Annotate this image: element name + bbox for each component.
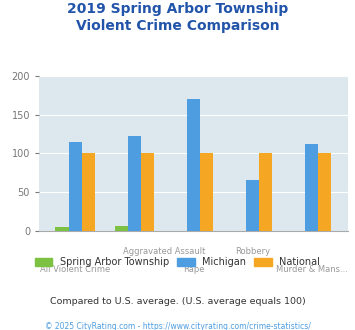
Bar xyxy=(305,144,318,231)
Text: Murder & Mans...: Murder & Mans... xyxy=(276,265,348,274)
Text: Robbery: Robbery xyxy=(235,247,270,255)
Text: All Violent Crime: All Violent Crime xyxy=(40,265,110,274)
Legend: Spring Arbor Township, Michigan, National: Spring Arbor Township, Michigan, Nationa… xyxy=(35,257,320,267)
Bar xyxy=(55,227,69,231)
Text: Aggravated Assault: Aggravated Assault xyxy=(123,247,205,255)
Text: © 2025 CityRating.com - https://www.cityrating.com/crime-statistics/: © 2025 CityRating.com - https://www.city… xyxy=(45,322,310,330)
Text: Rape: Rape xyxy=(183,265,204,274)
Text: Compared to U.S. average. (U.S. average equals 100): Compared to U.S. average. (U.S. average … xyxy=(50,297,305,306)
Bar xyxy=(82,153,95,231)
Bar xyxy=(318,153,332,231)
Bar xyxy=(141,153,154,231)
Bar xyxy=(128,136,141,231)
Bar xyxy=(246,180,259,231)
Bar xyxy=(115,226,128,231)
Bar xyxy=(200,153,213,231)
Bar xyxy=(259,153,272,231)
Bar xyxy=(187,99,200,231)
Text: 2019 Spring Arbor Township
Violent Crime Comparison: 2019 Spring Arbor Township Violent Crime… xyxy=(67,2,288,33)
Bar xyxy=(69,142,82,231)
